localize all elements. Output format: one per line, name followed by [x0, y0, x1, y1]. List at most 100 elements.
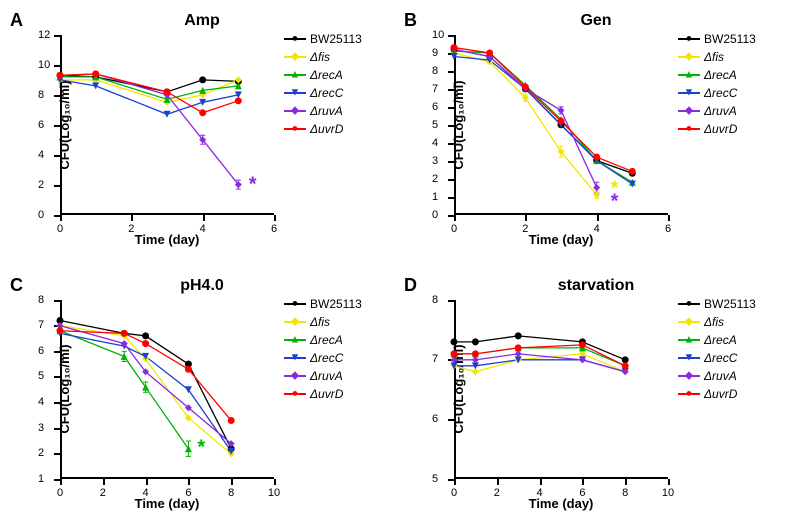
- marker: [593, 154, 600, 161]
- plot-area: CFU(Log₁₀/ml)Time (day)56780246810: [454, 300, 668, 480]
- legend-item: ◆ΔruvA: [284, 367, 394, 385]
- legend-label: ΔrecA: [310, 68, 343, 82]
- x-tick-label: 4: [200, 223, 206, 235]
- marker-svg: [60, 35, 274, 215]
- y-tick-label: 7: [432, 353, 438, 365]
- panel-title: Gen: [580, 12, 611, 30]
- marker: [622, 362, 629, 369]
- x-axis-label: Time (day): [529, 232, 594, 247]
- marker: [164, 88, 171, 95]
- x-axis-label: Time (day): [135, 232, 200, 247]
- y-tick-label: 7: [432, 83, 438, 95]
- marker: [579, 350, 586, 357]
- marker: [515, 344, 522, 351]
- legend-item: ●ΔuvrD: [678, 385, 788, 403]
- marker: [579, 341, 586, 348]
- y-tick-label: 3: [432, 155, 438, 167]
- marker: [185, 365, 192, 372]
- marker: [228, 440, 235, 447]
- marker: [558, 107, 565, 114]
- marker: [121, 340, 128, 347]
- x-tick-label: 0: [451, 223, 457, 235]
- marker: [142, 340, 149, 347]
- y-tick-label: 2: [38, 179, 44, 191]
- legend-item: ▼ΔrecC: [678, 84, 788, 102]
- legend-item: ●ΔuvrD: [678, 120, 788, 138]
- marker: [629, 168, 636, 175]
- y-tick-label: 5: [38, 370, 44, 382]
- panel-A: ACFU(Log₁₀/ml)Time (day)0246810120246*Am…: [10, 10, 394, 255]
- marker: [185, 386, 192, 393]
- legend-item: ●ΔuvrD: [284, 120, 394, 138]
- y-tick-label: 4: [38, 396, 44, 408]
- legend-label: ΔruvA: [310, 104, 343, 118]
- y-tick-label: 6: [38, 345, 44, 357]
- y-tick-label: 8: [38, 294, 44, 306]
- y-tick-label: 1: [432, 191, 438, 203]
- legend-item: ●BW25113: [284, 295, 394, 313]
- significance-star: *: [249, 173, 257, 196]
- legend-label: Δfis: [310, 50, 330, 64]
- legend-label: ΔuvrD: [310, 387, 343, 401]
- marker: [558, 148, 565, 155]
- marker: [142, 332, 149, 339]
- marker: [451, 44, 458, 51]
- x-tick-label: 4: [537, 487, 543, 499]
- legend-label: BW25113: [704, 32, 756, 46]
- y-tick-label: 5: [432, 473, 438, 485]
- marker: [515, 332, 522, 339]
- legend-item: ●BW25113: [678, 30, 788, 48]
- marker: [142, 383, 149, 390]
- x-tick-label: 2: [522, 223, 528, 235]
- plot-area: CFU(Log₁₀/ml)Time (day)0123456789100246*…: [454, 35, 668, 215]
- marker: [622, 356, 629, 363]
- marker: [57, 72, 64, 79]
- plot-area: CFU(Log₁₀/ml)Time (day)0246810120246*: [60, 35, 274, 215]
- x-tick-label: 6: [271, 223, 277, 235]
- legend-item: ▼ΔrecC: [284, 84, 394, 102]
- marker: [522, 84, 529, 91]
- legend-label: ΔuvrD: [310, 122, 343, 136]
- marker: [199, 76, 206, 83]
- y-tick-label: 6: [432, 101, 438, 113]
- legend: ●BW25113◆Δfis▲ΔrecA▼ΔrecC◆ΔruvA●ΔuvrD: [678, 295, 788, 403]
- y-tick-label: 7: [38, 319, 44, 331]
- y-tick-label: 4: [38, 149, 44, 161]
- marker: [121, 352, 128, 359]
- marker-svg: [454, 35, 668, 215]
- legend-label: ΔrecC: [704, 86, 737, 100]
- legend-label: Δfis: [704, 315, 724, 329]
- marker: [142, 368, 149, 375]
- legend-label: BW25113: [310, 297, 362, 311]
- x-tick-label: 4: [594, 223, 600, 235]
- x-tick-label: 6: [185, 487, 191, 499]
- marker: [472, 350, 479, 357]
- y-tick-label: 0: [38, 209, 44, 221]
- x-tick-label: 4: [143, 487, 149, 499]
- marker: [472, 362, 479, 369]
- legend-label: ΔrecA: [310, 333, 343, 347]
- y-tick-label: 6: [38, 119, 44, 131]
- legend-item: ◆ΔruvA: [284, 102, 394, 120]
- marker: [522, 94, 529, 101]
- marker: [451, 350, 458, 357]
- marker: [199, 136, 206, 143]
- marker: [451, 53, 458, 60]
- y-tick-label: 2: [38, 447, 44, 459]
- legend-item: ◆ΔruvA: [678, 102, 788, 120]
- x-tick-label: 8: [228, 487, 234, 499]
- y-tick-label: 10: [38, 59, 50, 71]
- x-tick-label: 2: [128, 223, 134, 235]
- significance-star: *: [197, 437, 205, 460]
- marker: [185, 414, 192, 421]
- marker: [593, 191, 600, 198]
- marker: [558, 118, 565, 125]
- marker: [164, 111, 171, 118]
- x-tick-label: 6: [579, 487, 585, 499]
- legend-label: ΔrecA: [704, 68, 737, 82]
- panel-letter: A: [10, 10, 23, 31]
- marker: [185, 404, 192, 411]
- panel-letter: B: [404, 10, 417, 31]
- marker-svg: [454, 300, 668, 480]
- panel-letter: C: [10, 275, 23, 296]
